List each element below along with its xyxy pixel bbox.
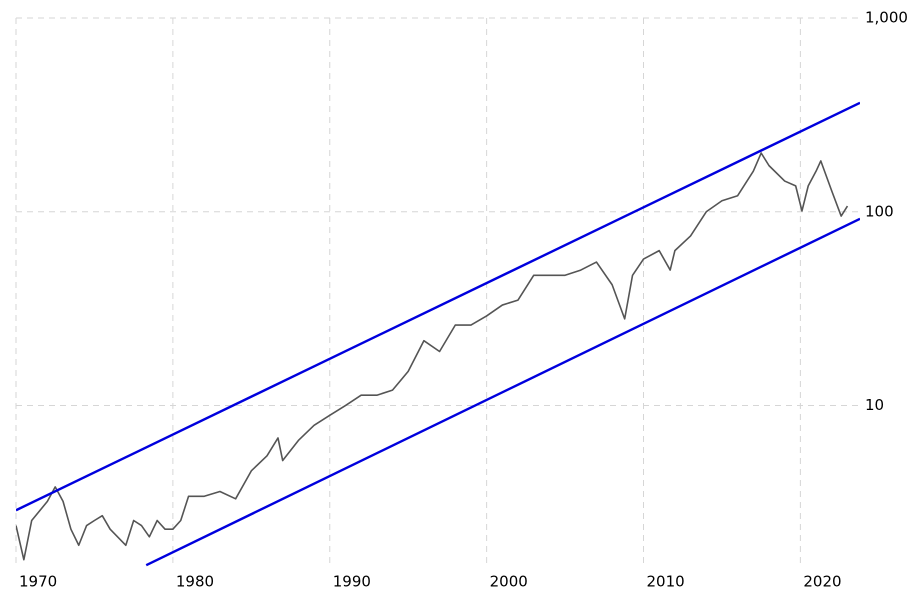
plot-area	[16, 101, 860, 567]
grid	[15, 17, 860, 568]
price-line	[16, 152, 849, 561]
x-tick-label: 1980	[176, 573, 214, 591]
y-tick-label: 1,000	[865, 9, 908, 27]
channel-line	[145, 217, 860, 567]
y-tick-label: 100	[865, 202, 894, 220]
x-tick-label: 2020	[803, 573, 841, 591]
axis-labels: 10 100 1,000 1970 1980 1990 2000 2010 2020	[19, 9, 908, 591]
y-tick-label: 10	[865, 396, 884, 414]
x-tick-label: 1970	[19, 573, 57, 591]
x-tick-label: 2000	[490, 573, 528, 591]
channel-line	[16, 101, 860, 512]
x-tick-label: 1990	[333, 573, 371, 591]
x-tick-label: 2010	[647, 573, 685, 591]
